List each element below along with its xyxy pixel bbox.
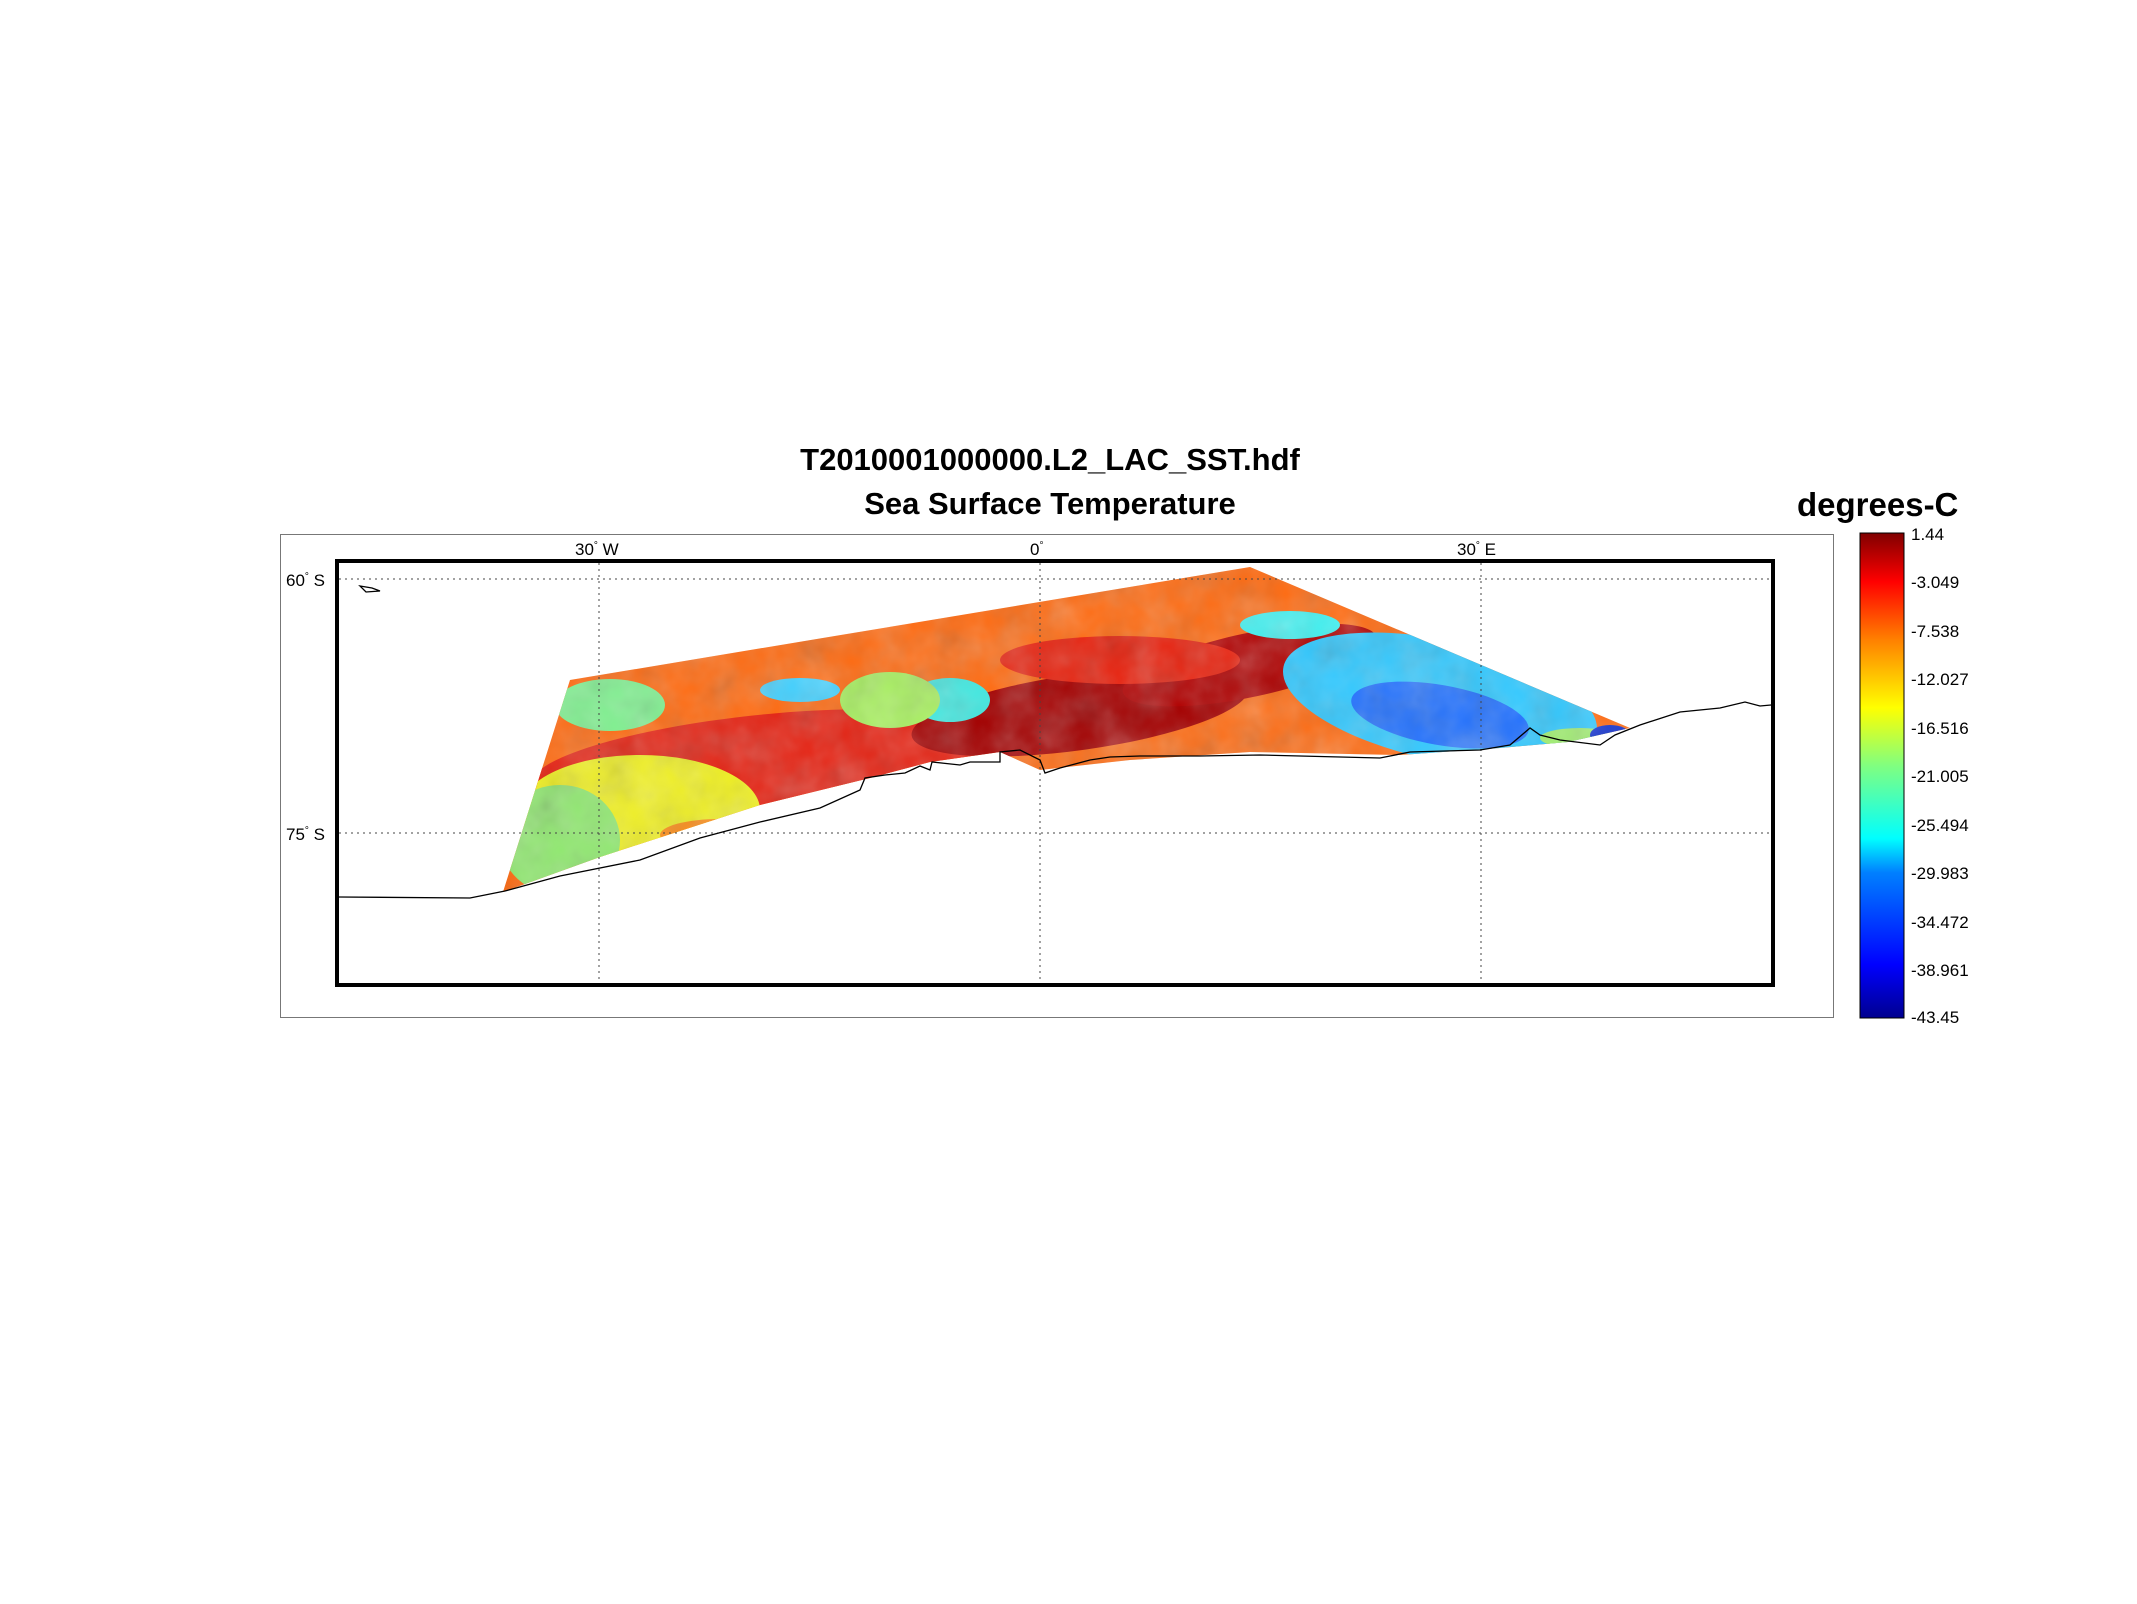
colorbar-tick: -3.049	[1911, 573, 1960, 592]
lat-tick-75s: 75° S	[286, 825, 325, 844]
colorbar-units-label: degrees-C	[1797, 486, 1959, 523]
colorbar-tick: -12.027	[1911, 670, 1969, 689]
figure-title-filename: T2010001000000.L2_LAC_SST.hdf	[800, 442, 1300, 477]
figure-title-variable: Sea Surface Temperature	[864, 486, 1236, 521]
lon-tick-30e: 30° E	[1457, 540, 1496, 559]
colorbar-tick: -38.961	[1911, 961, 1969, 980]
colorbar-tick: 1.44	[1911, 525, 1945, 544]
colorbar-tick: -29.983	[1911, 864, 1969, 883]
lat-tick-60s: 60° S	[286, 571, 325, 590]
colorbar-tick: -7.538	[1911, 622, 1960, 641]
coastline-island	[358, 585, 381, 593]
colorbar	[1859, 532, 1905, 1019]
colorbar-tick: -16.516	[1911, 719, 1969, 738]
colorbar-tick: -43.45	[1911, 1008, 1960, 1027]
lon-tick-30w: 30° W	[575, 540, 619, 559]
coastline-antarctica	[338, 701, 1772, 899]
graticule	[339, 563, 1771, 983]
axes-outer-frame	[280, 534, 1834, 1018]
colorbar-tick: -21.005	[1911, 767, 1969, 786]
colorbar-tick: -34.472	[1911, 913, 1969, 932]
colorbar-tick: -25.494	[1911, 816, 1969, 835]
lon-tick-0: 0°	[1030, 540, 1044, 559]
coastline	[338, 585, 1772, 899]
